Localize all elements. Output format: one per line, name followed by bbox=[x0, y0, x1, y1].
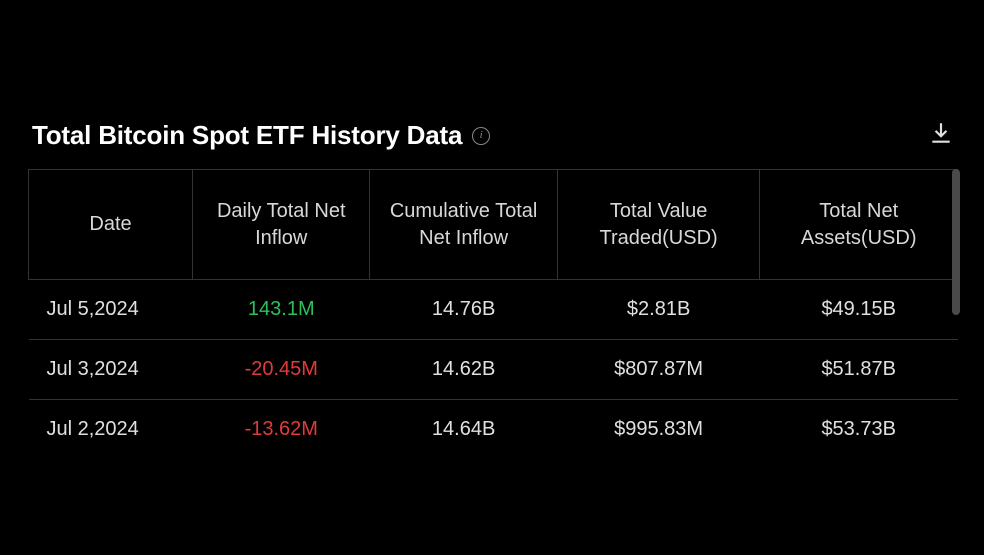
table-wrap: Date Daily Total Net Inflow Cumulative T… bbox=[28, 169, 958, 459]
table-row: Jul 3,2024 -20.45M 14.62B $807.87M $51.8… bbox=[29, 340, 958, 400]
col-cumulative: Cumulative Total Net Inflow bbox=[370, 170, 557, 280]
etf-history-table: Date Daily Total Net Inflow Cumulative T… bbox=[28, 169, 958, 459]
cell-daily: -20.45M bbox=[193, 340, 370, 400]
cell-cumulative: 14.64B bbox=[370, 400, 557, 460]
table-header-row: Date Daily Total Net Inflow Cumulative T… bbox=[29, 170, 958, 280]
cell-assets: $49.15B bbox=[760, 280, 958, 340]
cell-cumulative: 14.62B bbox=[370, 340, 557, 400]
col-date: Date bbox=[29, 170, 193, 280]
title-wrap: Total Bitcoin Spot ETF History Data i bbox=[32, 120, 490, 151]
scrollbar-thumb[interactable] bbox=[952, 169, 960, 315]
cell-daily: 143.1M bbox=[193, 280, 370, 340]
cell-date: Jul 2,2024 bbox=[29, 400, 193, 460]
cell-cumulative: 14.76B bbox=[370, 280, 557, 340]
table-row: Jul 2,2024 -13.62M 14.64B $995.83M $53.7… bbox=[29, 400, 958, 460]
col-traded: Total Value Traded(USD) bbox=[557, 170, 760, 280]
cell-date: Jul 5,2024 bbox=[29, 280, 193, 340]
cell-assets: $51.87B bbox=[760, 340, 958, 400]
table-row: Jul 5,2024 143.1M 14.76B $2.81B $49.15B bbox=[29, 280, 958, 340]
col-daily: Daily Total Net Inflow bbox=[193, 170, 370, 280]
table-body: Jul 5,2024 143.1M 14.76B $2.81B $49.15B … bbox=[29, 280, 958, 460]
panel-header: Total Bitcoin Spot ETF History Data i bbox=[28, 120, 958, 169]
cell-date: Jul 3,2024 bbox=[29, 340, 193, 400]
cell-assets: $53.73B bbox=[760, 400, 958, 460]
cell-traded: $995.83M bbox=[557, 400, 760, 460]
col-assets: Total Net Assets(USD) bbox=[760, 170, 958, 280]
download-icon[interactable] bbox=[928, 120, 954, 151]
info-icon[interactable]: i bbox=[472, 127, 490, 145]
cell-daily: -13.62M bbox=[193, 400, 370, 460]
etf-history-panel: Total Bitcoin Spot ETF History Data i Da… bbox=[28, 120, 958, 459]
cell-traded: $2.81B bbox=[557, 280, 760, 340]
panel-title: Total Bitcoin Spot ETF History Data bbox=[32, 120, 462, 151]
cell-traded: $807.87M bbox=[557, 340, 760, 400]
